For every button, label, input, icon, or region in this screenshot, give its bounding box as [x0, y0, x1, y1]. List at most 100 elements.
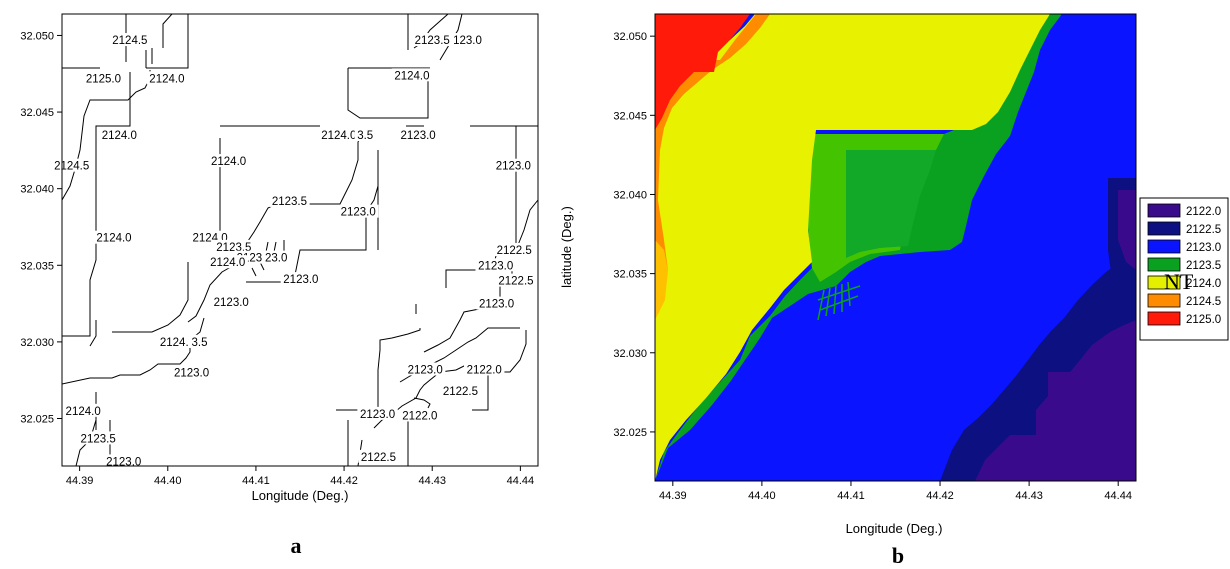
contour-label: 2123.0: [401, 130, 436, 142]
contour-label-bg: [62, 403, 104, 417]
plot-frame-b: [654, 13, 1137, 482]
legend-label: 2123.0: [1186, 242, 1221, 254]
y-tick-label: 32.050: [613, 31, 647, 43]
contour-label: 23.0: [265, 253, 287, 265]
contour-label: 2123.0: [408, 364, 443, 376]
contour-label-bg: [358, 449, 399, 463]
legend-label: 2124.5: [1186, 296, 1221, 308]
contour-label-bg: [494, 242, 535, 256]
y-tick-label: 32.040: [613, 189, 647, 201]
contour-label: 2123.0: [360, 409, 395, 421]
contour-label-bg: [213, 239, 255, 253]
contour-label-bg: [337, 204, 379, 218]
legend-swatch: [1147, 293, 1181, 308]
contour-label-bg: [146, 71, 188, 85]
contour-label-bg: [404, 362, 446, 376]
y-tick-label: 32.025: [613, 427, 647, 439]
contour-label-bg: [476, 296, 517, 310]
xaxis-title-b: Longitude (Deg.): [846, 521, 943, 536]
contour-labels: 2125.0 2124.5 2124.0 2124.0 2124.5 2124.0 2124…: [51, 33, 537, 468]
x-tick-label: 44.43: [418, 475, 446, 487]
overlay-nt-label: NT: [1164, 269, 1194, 294]
contour-label-bg: [269, 193, 310, 207]
contour-chart-a: 2125.0 2124.5 2124.0 2124.0 2124.5 2124.0 2124…: [20, 13, 539, 558]
y-tick-label: 32.030: [20, 337, 54, 349]
contour-label-bg: [262, 250, 290, 264]
contour-label: 2123.0: [496, 161, 531, 173]
filled-contour-chart-b: 44.39 44.40 44.41 44.42 44.43 44.44 32.050 32.0…: [559, 13, 1229, 568]
contour-label-bg: [475, 258, 516, 272]
x-tick-label: 44.40: [748, 490, 776, 502]
region-2122.0-right: [1118, 190, 1136, 270]
spike-cluster: [817, 281, 861, 321]
y-tick-label: 32.035: [20, 260, 54, 272]
legend-label: 2123.5: [1186, 260, 1221, 272]
legend-swatch: [1147, 203, 1181, 218]
legend-label: 2122.5: [1186, 224, 1221, 236]
x-tick-label: 44.41: [837, 490, 865, 502]
contour-label: 2124.5: [112, 35, 147, 47]
x-tick-label: 44.42: [330, 475, 358, 487]
contour-label: 2124.0: [210, 257, 245, 269]
contour-label: 2124.5: [54, 161, 89, 173]
axes-b: 44.39 44.40 44.41 44.42 44.43 44.44 32.050 32.0…: [613, 31, 1132, 502]
contour-label: 123.0: [453, 35, 482, 47]
region-2122.0: [975, 320, 1136, 481]
contour-label: 2123.0: [478, 260, 513, 272]
contour-label: 2124.0: [149, 73, 184, 85]
contour-label-bg: [208, 154, 249, 168]
contour-label: 2122.5: [443, 386, 478, 398]
contour-label: 2123.0: [283, 274, 318, 286]
contour-label-bg: [318, 128, 359, 142]
region-2125.0: [655, 14, 750, 130]
contour-label-bg: [99, 128, 140, 142]
contour-label: 2122.5: [497, 245, 532, 257]
x-tick-label: 44.44: [1104, 490, 1132, 502]
legend: 2122.0 2122.5 2123.0 2123.5 2124.0 2124.5 2125…: [1139, 197, 1229, 341]
contour-label: 2125.0: [86, 73, 121, 85]
contour-label-bg: [77, 431, 119, 445]
y-tick-label: 32.050: [20, 30, 54, 42]
xaxis-title-a: Longitude (Deg.): [252, 488, 349, 503]
contour-label: 2124.0: [211, 156, 246, 168]
x-tick-label: 44.40: [154, 475, 182, 487]
contour-label: 2123.0: [214, 297, 249, 309]
contour-label-bg: [157, 334, 198, 348]
contour-label: 2124.0: [66, 406, 101, 418]
contour-label: 2123.5: [272, 196, 307, 208]
contour-label: 2123.0: [174, 368, 209, 380]
y-tick-label: 32.025: [20, 414, 54, 426]
region-2124.5-light: [655, 240, 668, 320]
contour-label-bg: [357, 406, 398, 420]
y-tick-label: 32.040: [20, 184, 54, 196]
contour-label-bg: [464, 362, 505, 376]
contour-label-bg: [495, 273, 537, 287]
y-tick-label: 32.030: [613, 348, 647, 360]
x-tick-label: 44.39: [66, 475, 94, 487]
contour-label-bg: [412, 33, 453, 47]
contour-label: 2123.5: [415, 35, 450, 47]
contour-label-bg: [188, 334, 211, 348]
y-tick-label: 32.045: [613, 110, 647, 122]
yaxis-title-b: latitude (Deg.): [559, 206, 574, 288]
legend-swatch: [1147, 221, 1181, 236]
contour-label-bg: [93, 230, 135, 244]
contour-label: 2124.0: [160, 337, 195, 349]
contour-label: 2123.0: [106, 456, 141, 468]
filled-contour-field: [655, 14, 1136, 481]
y-tick-label: 32.035: [613, 269, 647, 281]
y-tick-label: 32.045: [20, 107, 54, 119]
x-tick-label: 44.42: [926, 490, 954, 502]
contour-label-bg: [391, 68, 433, 82]
contour-label: 3.5: [357, 130, 373, 142]
contour-label-bg: [397, 128, 439, 142]
contour-label-bg: [493, 158, 534, 172]
axes-a: 44.39 44.40 44.41 44.42 44.43 44.44 32.050 32.0…: [20, 30, 534, 487]
contour-label: 2122.5: [361, 452, 396, 464]
contour-label-bg: [207, 255, 248, 269]
contour-label-bg: [171, 365, 212, 379]
contour-label-bg: [440, 383, 481, 397]
region-2123.5-inner: [846, 150, 936, 258]
plot-frame-a: [61, 13, 539, 467]
contour-label-bg: [354, 128, 376, 142]
